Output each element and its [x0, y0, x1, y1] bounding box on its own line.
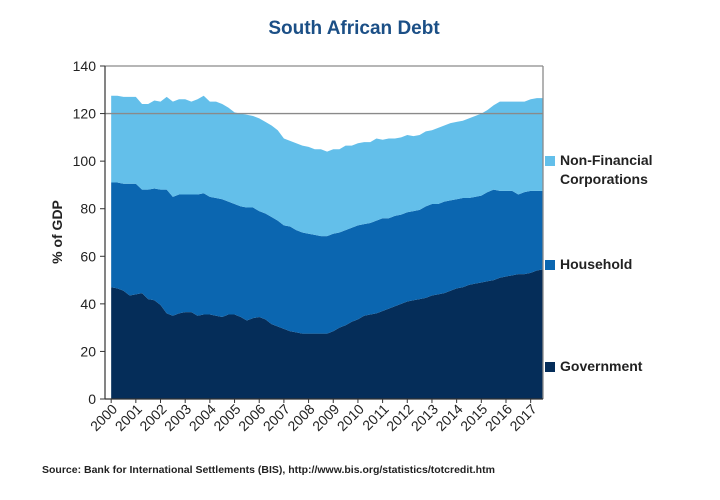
area-household [111, 182, 544, 334]
legend-label-non-financial-corporations: Non-Financial Corporations [560, 152, 653, 187]
x-tick-label: 2005 [210, 401, 243, 434]
legend-label-household: Household [560, 256, 633, 272]
y-tick-label: 120 [73, 106, 97, 122]
y-axis-label: % of GDP [49, 200, 65, 264]
x-tick-label: 2013 [408, 401, 441, 434]
x-tick-label: 2009 [309, 401, 342, 434]
legend-label-government: Government [560, 358, 643, 374]
y-tick-label: 20 [80, 343, 96, 359]
x-tick-label: 2001 [112, 401, 145, 434]
x-tick-label: 2003 [161, 401, 194, 434]
x-tick-label: 2004 [186, 401, 219, 434]
x-tick-label: 2017 [506, 401, 539, 434]
legend-swatch-household [545, 260, 555, 270]
y-tick-label: 80 [80, 201, 96, 217]
area-non-financial-corporations [111, 95, 544, 237]
y-tick-label: 0 [88, 391, 96, 407]
legend-swatch-non-financial-corporations [545, 156, 555, 166]
source-note: Source: Bank for International Settlemen… [42, 464, 495, 476]
x-tick-label: 2007 [260, 401, 293, 434]
x-tick-label: 2016 [482, 401, 515, 434]
legend-swatch-government [545, 362, 555, 372]
x-tick-label: 2014 [432, 401, 465, 434]
legend-item-household: Household [545, 255, 633, 274]
x-tick-label: 2006 [235, 401, 268, 434]
y-tick-label: 140 [73, 58, 97, 74]
y-tick-label: 100 [73, 153, 97, 169]
x-tick-label: 2012 [383, 401, 416, 434]
plot-area: 0204060801001201402000200120022003200420… [73, 58, 544, 434]
x-tick-label: 2010 [334, 401, 367, 434]
area-government [111, 269, 544, 399]
legend-item-non-financial-corporations: Non-Financial Corporations [545, 151, 690, 189]
x-tick-label: 2011 [359, 401, 392, 434]
y-tick-label: 60 [80, 248, 96, 264]
x-tick-label: 2008 [284, 401, 317, 434]
x-tick-label: 2015 [457, 401, 490, 434]
y-tick-label: 40 [80, 296, 96, 312]
chart-title: South African Debt [268, 18, 440, 39]
legend-item-government: Government [545, 357, 643, 376]
x-tick-label: 2002 [136, 401, 169, 434]
